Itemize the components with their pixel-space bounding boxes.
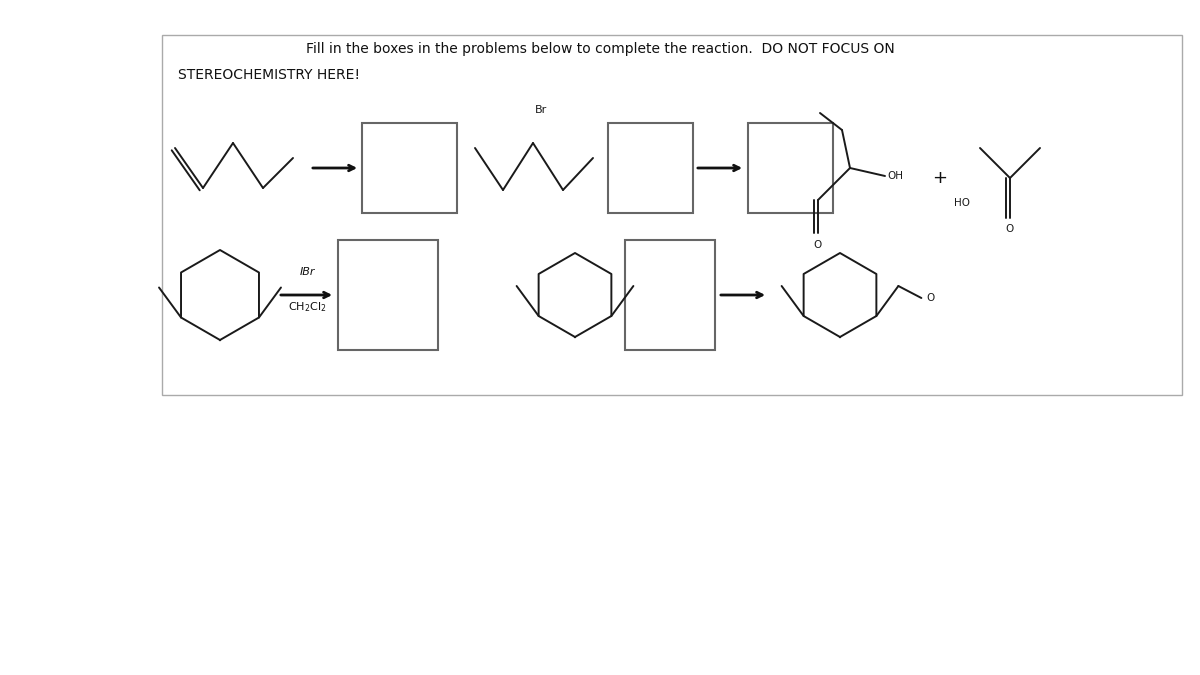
Bar xyxy=(362,123,457,213)
Text: O: O xyxy=(1006,224,1014,234)
Bar xyxy=(608,123,694,213)
Text: STEREOCHEMISTRY HERE!: STEREOCHEMISTRY HERE! xyxy=(178,68,360,82)
Text: OH: OH xyxy=(887,171,904,181)
Text: IBr: IBr xyxy=(299,267,314,277)
Text: O: O xyxy=(814,240,822,250)
Text: Br: Br xyxy=(535,105,547,115)
Text: CH$_2$Cl$_2$: CH$_2$Cl$_2$ xyxy=(288,300,326,314)
Text: Fill in the boxes in the problems below to complete the reaction.  DO NOT FOCUS : Fill in the boxes in the problems below … xyxy=(306,42,894,56)
Text: O: O xyxy=(926,293,935,303)
Bar xyxy=(748,123,833,213)
Text: +: + xyxy=(932,169,948,187)
Bar xyxy=(625,240,715,350)
Bar xyxy=(338,240,438,350)
Bar xyxy=(162,35,1182,395)
Text: HO: HO xyxy=(954,198,970,208)
